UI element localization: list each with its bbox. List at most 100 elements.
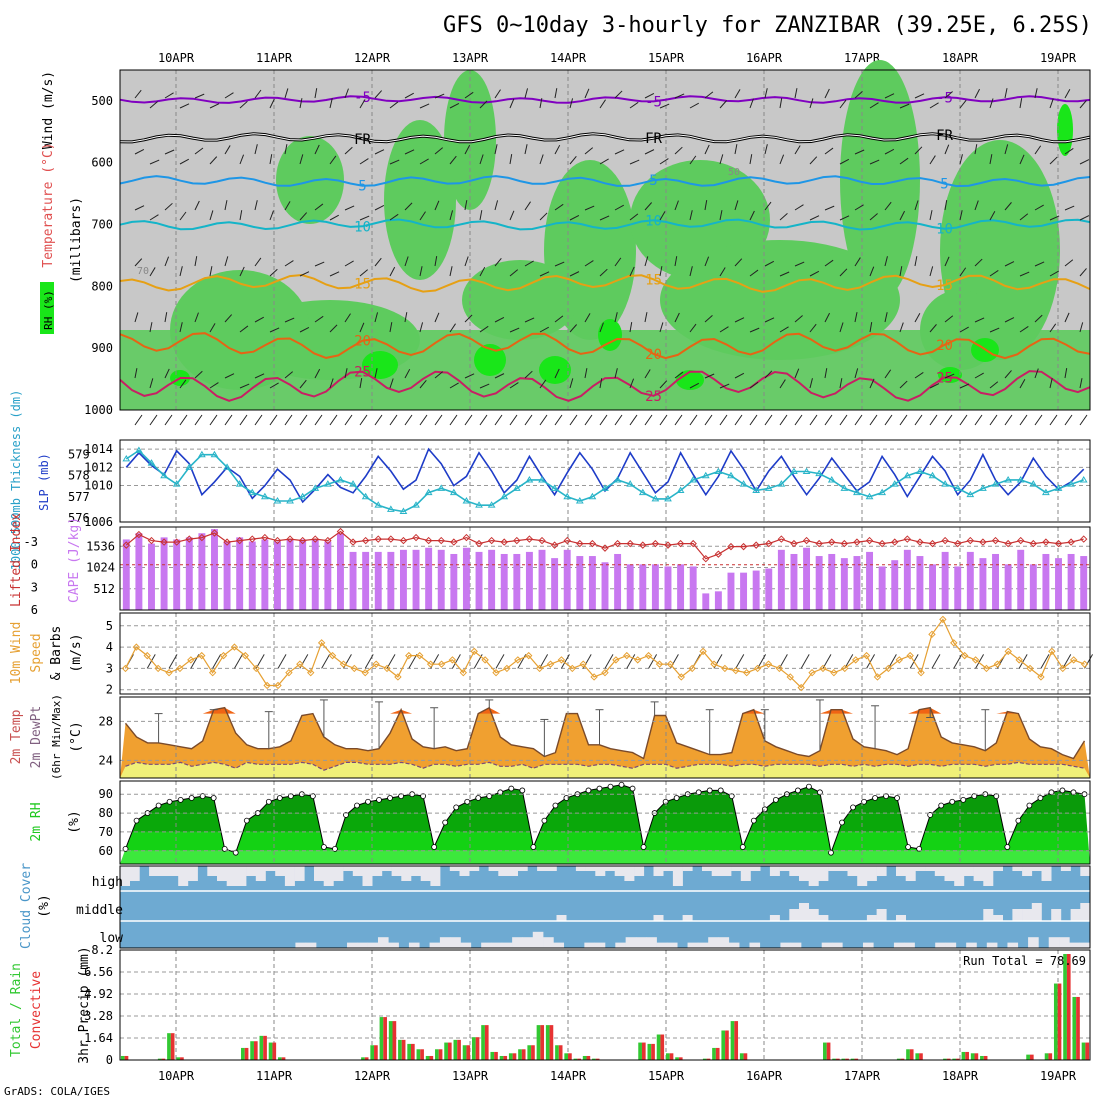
wind-barb bbox=[914, 372, 924, 379]
wind-barb bbox=[824, 205, 835, 211]
cape-bar bbox=[1029, 564, 1037, 610]
wind10-barb bbox=[648, 654, 658, 669]
li-marker bbox=[865, 536, 874, 545]
thickness-marker bbox=[890, 480, 899, 487]
li-marker bbox=[853, 538, 861, 546]
cape-bar bbox=[160, 537, 168, 610]
upper-air-ytick: 500 bbox=[91, 94, 113, 108]
wind10-marker bbox=[721, 664, 729, 673]
wind-barb bbox=[344, 88, 349, 99]
wind10-marker bbox=[328, 651, 337, 660]
thickness-marker bbox=[991, 480, 1000, 487]
surface-barb bbox=[389, 414, 398, 426]
thickness-marker bbox=[487, 501, 496, 508]
rh-marker bbox=[210, 795, 217, 801]
wind-barb bbox=[734, 200, 739, 211]
li-tick: 3 bbox=[31, 580, 38, 594]
precip-convective-bar bbox=[244, 1047, 249, 1060]
thickness-marker bbox=[223, 463, 231, 470]
wind-barb bbox=[359, 215, 370, 221]
surface-barb bbox=[284, 414, 293, 426]
wind-barb bbox=[464, 256, 469, 267]
rh-moist-region bbox=[384, 120, 456, 280]
thickness-marker bbox=[676, 486, 685, 493]
cloud-low-cell bbox=[780, 942, 792, 948]
li-marker bbox=[966, 536, 975, 545]
wind-barb bbox=[704, 200, 708, 211]
rh-marker bbox=[1070, 789, 1077, 796]
rh-marker bbox=[177, 796, 184, 803]
wind-barb bbox=[494, 200, 499, 211]
surface-barb bbox=[344, 414, 353, 426]
wind-barb bbox=[794, 315, 803, 323]
precip-convective-bar bbox=[1029, 1054, 1034, 1060]
cloud-middle-cell bbox=[789, 909, 800, 921]
wind-barb bbox=[179, 379, 187, 389]
cloud-low-cell bbox=[986, 942, 998, 948]
precip-convective-bar bbox=[900, 1058, 905, 1060]
wind10-marker bbox=[644, 651, 653, 660]
surface-barb bbox=[869, 414, 878, 426]
wind-barb bbox=[539, 326, 549, 333]
wind10-marker bbox=[579, 660, 587, 668]
thickness-marker bbox=[286, 497, 294, 504]
thickness-marker bbox=[764, 484, 773, 491]
rh-band bbox=[120, 850, 1090, 864]
thickness-marker bbox=[412, 501, 420, 508]
precip-total-bar bbox=[462, 1045, 467, 1060]
cloud-low-cell bbox=[945, 942, 957, 948]
slp-ylabel: SLP (mb) bbox=[37, 453, 51, 511]
surface-barb bbox=[1034, 414, 1043, 426]
precip-convective-bar bbox=[484, 1025, 489, 1060]
wind-barb bbox=[764, 144, 768, 155]
li-marker bbox=[273, 536, 282, 545]
thickness-marker bbox=[941, 480, 950, 487]
wind-barb bbox=[854, 257, 861, 267]
cloud-high-cell bbox=[779, 866, 790, 871]
wind-barb bbox=[854, 368, 859, 379]
wind-barb bbox=[149, 378, 154, 389]
date-label-top: 19APR bbox=[1040, 51, 1077, 65]
wind-barb bbox=[404, 202, 413, 211]
rh-marker bbox=[772, 796, 779, 803]
cloud-low-cell bbox=[305, 942, 317, 948]
wind-barb bbox=[614, 149, 625, 155]
wind-barb bbox=[779, 98, 783, 109]
li-marker bbox=[185, 535, 193, 543]
rh-marker bbox=[420, 793, 427, 799]
wind10-marker bbox=[666, 660, 675, 668]
wind10-barb bbox=[1018, 654, 1028, 669]
date-label-top: 11APR bbox=[256, 51, 293, 65]
surface-barb bbox=[854, 414, 863, 426]
precip-total-bar bbox=[176, 1057, 181, 1060]
precip-convective-bar bbox=[1066, 954, 1071, 1060]
wind-barb bbox=[509, 327, 520, 333]
li-marker bbox=[450, 538, 458, 546]
wind10-marker bbox=[906, 651, 914, 660]
wind-barb bbox=[869, 159, 880, 165]
thickness-marker bbox=[160, 471, 168, 479]
wind-barb bbox=[449, 210, 454, 221]
cloud-low-cell bbox=[388, 942, 399, 948]
cloud-low-cell bbox=[584, 942, 595, 948]
wind10-tick: 3 bbox=[106, 661, 113, 675]
wind-barb bbox=[134, 205, 145, 211]
rh-saturated-region bbox=[598, 319, 622, 351]
wind-barb bbox=[959, 326, 969, 333]
isotherm-label: 5 bbox=[649, 173, 657, 189]
cloud-high-cell bbox=[799, 866, 809, 881]
wind-barb bbox=[269, 154, 273, 165]
precip-total-bar bbox=[490, 1051, 495, 1060]
cape-bar bbox=[689, 566, 697, 610]
precip-total-bar bbox=[388, 1021, 393, 1060]
wind-barb bbox=[149, 267, 156, 277]
wind-barb bbox=[764, 317, 775, 323]
wind10-marker bbox=[851, 656, 860, 664]
wind-barb bbox=[299, 98, 303, 109]
wind-barb bbox=[329, 98, 333, 109]
wind-barb bbox=[509, 382, 519, 389]
wind-barb bbox=[659, 266, 663, 277]
wind-barb bbox=[209, 323, 216, 333]
cloud-middle-cell bbox=[808, 909, 819, 921]
rh-marker bbox=[993, 793, 1000, 799]
